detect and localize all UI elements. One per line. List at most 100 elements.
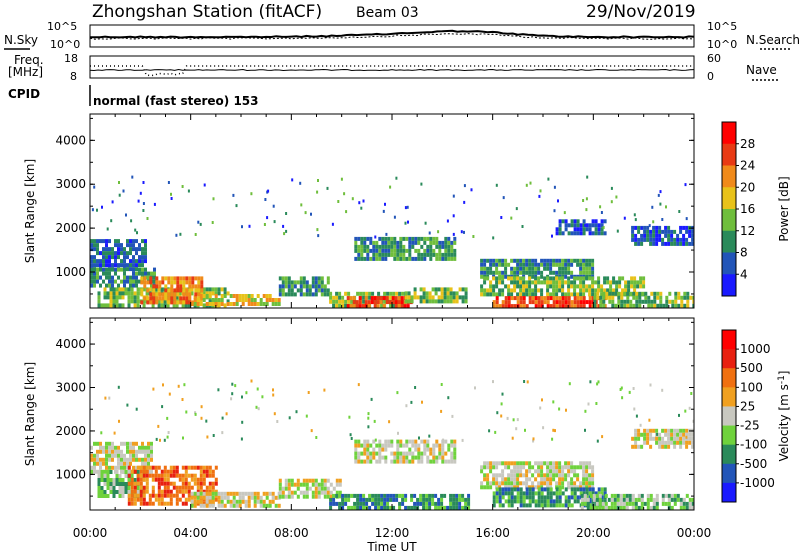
- speckle: [587, 402, 590, 406]
- speckle: [130, 219, 133, 223]
- speckle: [632, 387, 635, 390]
- speckle: [565, 408, 567, 412]
- speckle: [264, 198, 267, 201]
- speckle: [515, 427, 518, 431]
- nave-label: Nave: [746, 63, 777, 77]
- speckle: [257, 407, 260, 411]
- speckle: [205, 419, 208, 423]
- speckle: [91, 208, 94, 212]
- speckle: [276, 420, 279, 423]
- speckle: [601, 435, 604, 439]
- colorbar-swatch: [722, 425, 736, 446]
- speckle: [187, 189, 190, 193]
- speckle: [665, 205, 667, 209]
- speckle: [633, 407, 636, 411]
- speckle: [367, 412, 370, 416]
- colorbar-swatch: [722, 252, 736, 275]
- speckle: [500, 414, 503, 418]
- speckle: [610, 186, 613, 190]
- speckle: [659, 190, 662, 194]
- speckle: [157, 424, 160, 428]
- speckle: [152, 387, 155, 391]
- colorbar-tick-label: 25: [740, 399, 755, 413]
- speckle: [551, 234, 553, 238]
- speckle: [472, 235, 475, 238]
- speckle: [463, 200, 466, 204]
- colorbar-swatch: [722, 406, 736, 427]
- colorbar-tick-label: 100: [740, 380, 763, 394]
- speckle: [360, 206, 363, 210]
- x-tick-label: 08:00: [274, 526, 309, 540]
- speckle: [310, 429, 313, 433]
- speckle: [428, 231, 431, 235]
- speckle: [397, 431, 399, 435]
- nave-tick-high: 60: [707, 52, 721, 65]
- speckle: [288, 416, 291, 420]
- speckle: [362, 199, 365, 203]
- speckle: [596, 439, 599, 443]
- speckle: [395, 176, 398, 180]
- speckle: [170, 192, 172, 196]
- speckle: [295, 410, 298, 414]
- speckle: [584, 409, 587, 413]
- speckle: [583, 229, 586, 233]
- speckle: [648, 224, 651, 228]
- speckle: [529, 181, 532, 185]
- speckle: [304, 211, 307, 215]
- power-region-14: [631, 225, 694, 246]
- x-tick-label: 04:00: [173, 526, 208, 540]
- power-region-1: [90, 267, 156, 288]
- speckle: [146, 217, 149, 220]
- speckle: [649, 383, 652, 387]
- speckle: [159, 438, 161, 442]
- y-tick-label: 2000: [55, 424, 86, 438]
- velocity-region-8: [492, 487, 607, 508]
- speckle: [492, 380, 494, 384]
- power-region-4: [190, 294, 281, 306]
- speckle: [688, 406, 691, 410]
- speckle: [501, 392, 504, 396]
- speckle: [167, 431, 170, 434]
- speckle: [263, 223, 266, 226]
- x-tick-label: 00:00: [677, 526, 712, 540]
- y-tick-label: 3000: [55, 177, 86, 191]
- y-tick-label: 3000: [55, 381, 86, 395]
- speckle: [177, 384, 180, 388]
- speckle: [554, 429, 556, 433]
- speckle: [108, 396, 111, 400]
- velocity-region-2: [127, 465, 218, 506]
- speckle: [255, 405, 258, 409]
- speckle: [240, 437, 243, 441]
- velocity-colorbar-label: Velocity [m s-1]: [777, 371, 791, 462]
- speckle: [142, 181, 145, 184]
- speckle: [495, 183, 498, 187]
- freq-label-2: [MHz]: [8, 65, 43, 79]
- speckle: [420, 182, 423, 186]
- speckle: [245, 391, 248, 395]
- x-tick-label: 12:00: [375, 526, 410, 540]
- speckle: [463, 230, 465, 234]
- speckle: [635, 414, 638, 418]
- speckle: [206, 435, 209, 439]
- speckle: [272, 393, 275, 397]
- speckle: [616, 229, 619, 233]
- speckle: [142, 209, 145, 212]
- speckle: [463, 184, 466, 188]
- power-colorbar-label: Power [dB]: [777, 176, 791, 241]
- speckle: [166, 435, 169, 439]
- speckle: [553, 185, 556, 189]
- speckle: [393, 215, 396, 219]
- speckle: [93, 185, 96, 189]
- freq-label-1: Freq.: [14, 53, 44, 67]
- speckle: [414, 386, 417, 389]
- x-tick-label: 16:00: [475, 526, 510, 540]
- power-y-label: Slant Range [km]: [23, 159, 37, 263]
- power-region-7: [346, 296, 413, 308]
- noise-sky-line: [90, 29, 695, 39]
- speckle: [232, 193, 235, 197]
- speckle: [285, 212, 288, 215]
- speckle: [221, 416, 224, 420]
- speckle: [610, 200, 613, 204]
